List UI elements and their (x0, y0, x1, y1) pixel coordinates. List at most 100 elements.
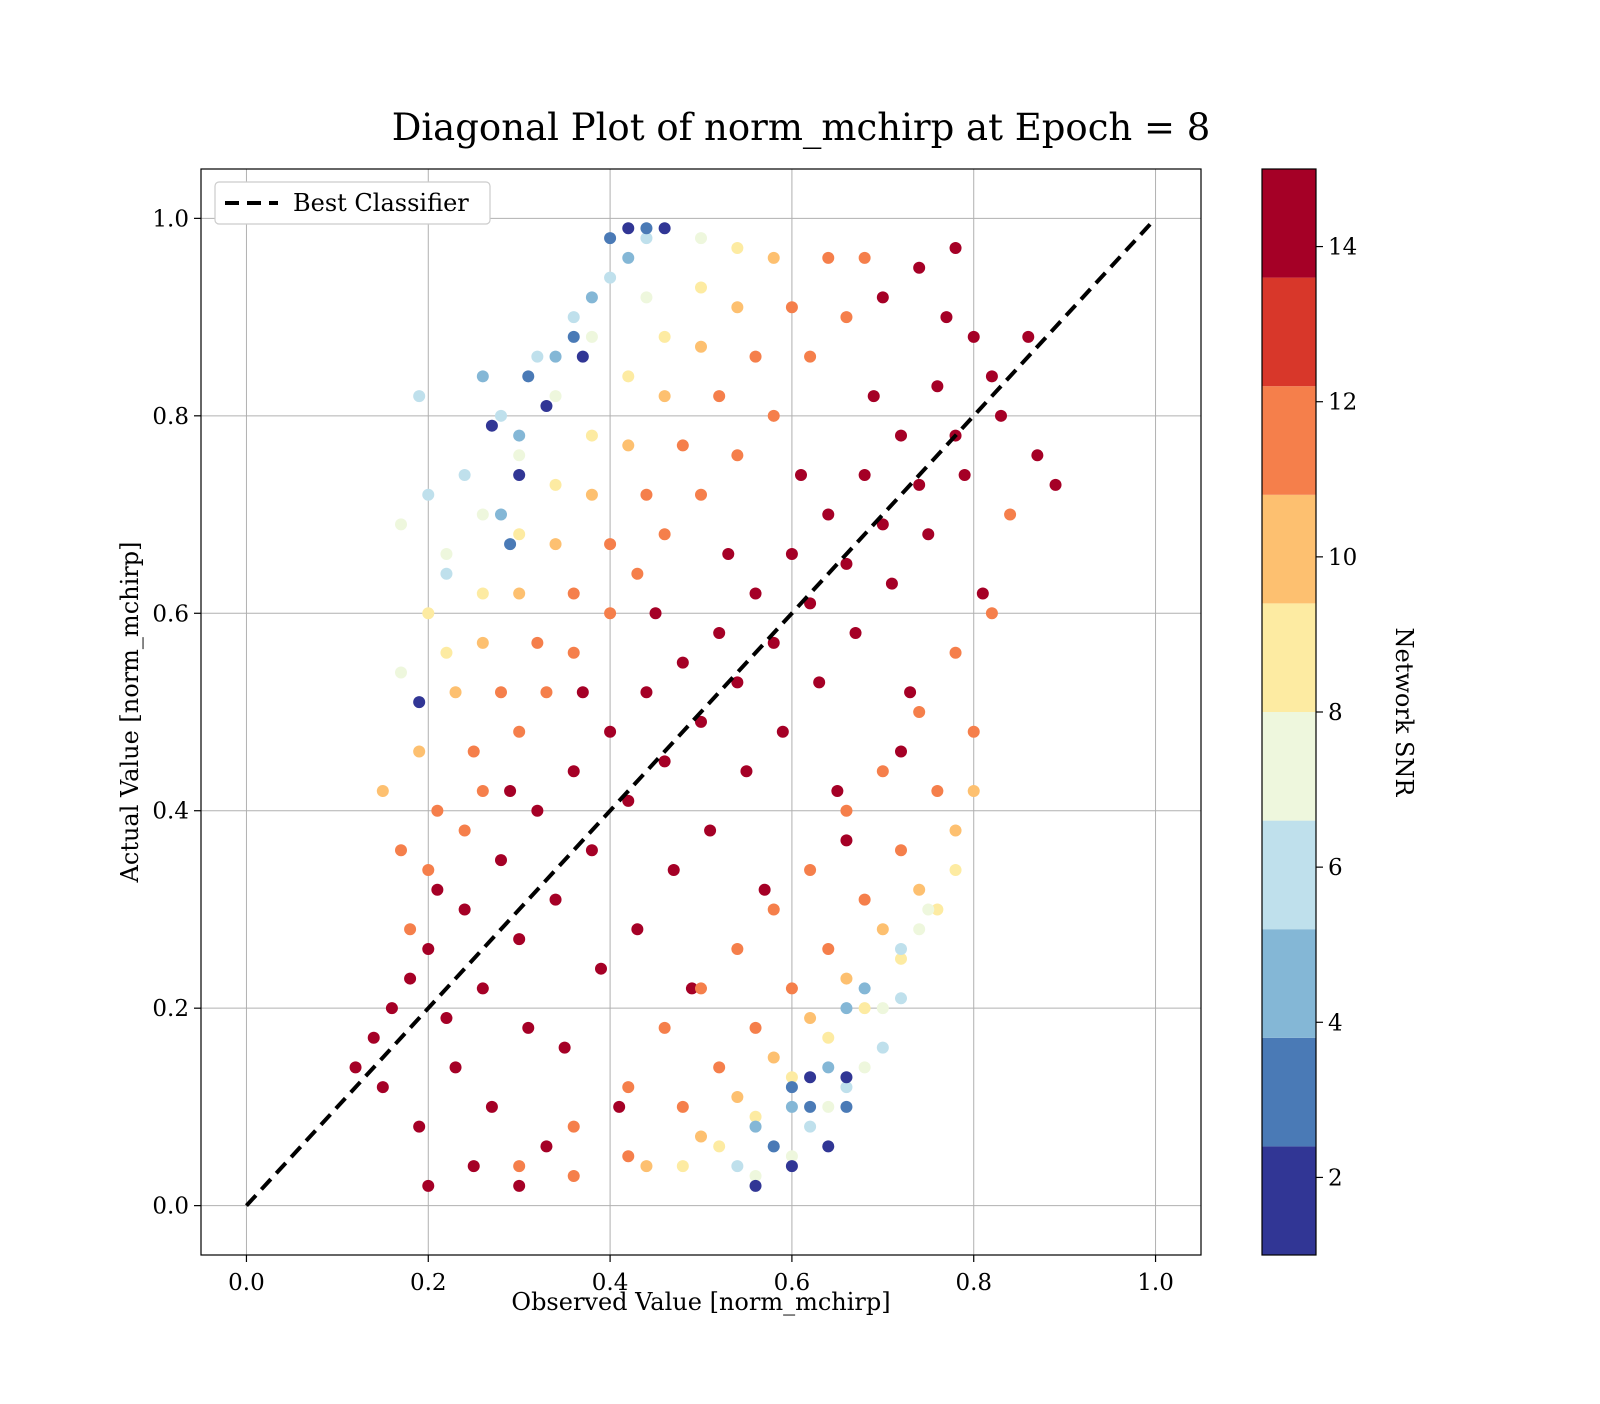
data-point (440, 548, 453, 561)
data-point (731, 301, 744, 314)
data-point (958, 469, 971, 482)
colorbar-tick-label: 14 (1328, 235, 1357, 261)
data-point (413, 1120, 426, 1133)
data-point (713, 390, 726, 403)
data-point (476, 587, 489, 600)
data-point (822, 508, 835, 521)
data-point (576, 686, 589, 699)
data-point (740, 765, 753, 778)
data-point (540, 686, 553, 699)
x-tick-label: 0.2 (410, 1270, 447, 1296)
data-point (422, 1179, 435, 1192)
data-point (431, 883, 444, 896)
colorbar-band (1262, 386, 1316, 495)
best-classifier-line (244, 217, 1158, 1207)
data-point (913, 706, 926, 718)
data-point (767, 1140, 780, 1153)
data-point (676, 1100, 689, 1113)
colorbar-band (1262, 169, 1316, 278)
data-point (676, 1160, 689, 1173)
data-point (813, 676, 826, 689)
data-point (731, 1160, 744, 1173)
data-point (349, 1061, 362, 1074)
data-point (1004, 508, 1017, 521)
data-point (513, 449, 526, 462)
data-point (385, 1002, 398, 1015)
data-point (595, 962, 607, 975)
data-point (513, 469, 526, 482)
x-tick-label: 0.4 (592, 1270, 629, 1296)
x-tick-label: 0.0 (228, 1270, 265, 1296)
data-point (949, 824, 962, 837)
data-point (749, 350, 762, 363)
data-point (876, 765, 889, 778)
data-point (785, 1071, 798, 1084)
data-point (822, 942, 835, 955)
data-point (931, 380, 944, 393)
data-point (895, 745, 907, 758)
y-tick-label: 0.0 (152, 1194, 189, 1220)
data-point (658, 330, 671, 343)
data-point (604, 232, 617, 245)
data-point (804, 1012, 817, 1025)
data-point (849, 627, 862, 640)
data-point (467, 745, 480, 758)
data-point (749, 1110, 762, 1123)
data-point (840, 1100, 853, 1113)
data-point (631, 923, 644, 936)
data-point (567, 1120, 580, 1133)
data-point (549, 893, 562, 906)
data-point (695, 340, 707, 353)
data-point (895, 992, 907, 1005)
data-point (967, 330, 980, 343)
data-point (822, 1140, 835, 1153)
data-point (585, 488, 598, 501)
data-point (567, 765, 580, 778)
data-point (913, 883, 926, 896)
data-point (622, 251, 635, 264)
data-point (640, 232, 653, 245)
data-point (858, 893, 871, 906)
data-point (767, 636, 780, 649)
data-point (422, 863, 435, 876)
plot-frame (200, 168, 1202, 1256)
data-point (585, 429, 598, 442)
x-axis-ticks: 0.0 0.2 0.4 0.6 0.8 1.0 (228, 1255, 1174, 1296)
data-point (831, 784, 844, 797)
data-point (695, 488, 707, 501)
legend: Best Classifier (214, 181, 491, 225)
data-point (667, 863, 680, 876)
data-point (540, 1140, 553, 1153)
data-point (376, 784, 389, 797)
data-point (949, 241, 962, 254)
data-point (858, 982, 871, 995)
data-point (758, 883, 771, 896)
data-point (640, 1160, 653, 1173)
data-point (695, 1130, 707, 1143)
data-point (513, 1179, 526, 1192)
data-point (695, 715, 707, 728)
data-point (640, 222, 653, 235)
data-point (476, 370, 489, 383)
data-point (876, 518, 889, 531)
data-point (485, 419, 498, 432)
data-point (895, 844, 907, 857)
y-tick-label: 1.0 (152, 206, 189, 232)
y-tick-label: 0.2 (152, 996, 189, 1022)
data-point (713, 1140, 726, 1153)
data-point (476, 636, 489, 649)
data-point (931, 784, 944, 797)
colorbar-band (1262, 1037, 1316, 1147)
data-point (840, 1071, 853, 1084)
data-point (622, 794, 635, 807)
data-point (631, 567, 644, 580)
data-point (513, 587, 526, 600)
data-point (913, 923, 926, 936)
data-point (440, 567, 453, 580)
data-point (658, 1021, 671, 1034)
data-point (785, 1081, 798, 1094)
data-point (395, 518, 407, 531)
data-point (876, 923, 889, 936)
data-point (649, 607, 662, 620)
